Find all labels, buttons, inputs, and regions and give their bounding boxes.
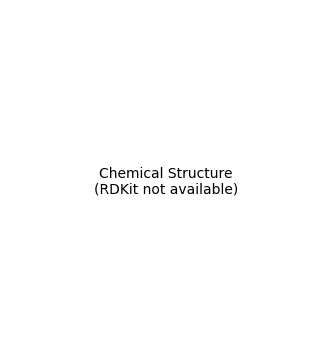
Text: Chemical Structure
(RDKit not available): Chemical Structure (RDKit not available) [94, 167, 238, 197]
